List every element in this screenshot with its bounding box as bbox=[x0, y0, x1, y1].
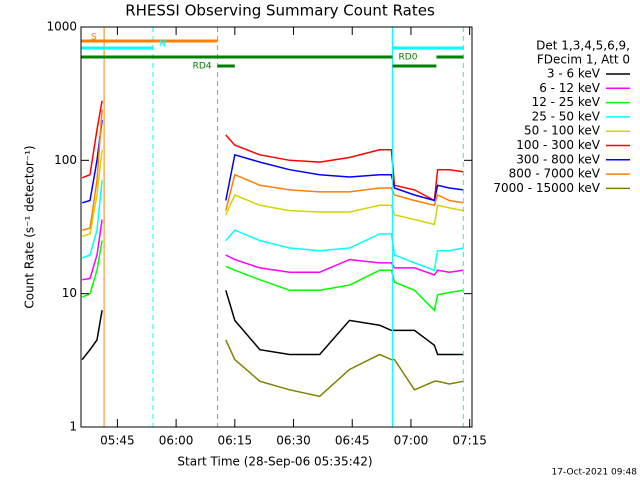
y-tick-label: 100 bbox=[54, 153, 77, 167]
x-tick-label: 06:00 bbox=[159, 434, 194, 448]
x-tick-label: 07:15 bbox=[452, 434, 487, 448]
legend-label: 12 - 25 keV bbox=[532, 95, 601, 109]
x-tick-label: 05:45 bbox=[100, 434, 135, 448]
legend-label: 7000 - 15000 keV bbox=[493, 181, 600, 195]
series-line bbox=[81, 149, 103, 237]
y-tick-label: 1 bbox=[69, 420, 77, 434]
flag-label: S bbox=[91, 33, 97, 43]
legend-header: Det 1,3,4,5,6,9, bbox=[536, 39, 630, 53]
footer: 17-Oct-2021 09:48 bbox=[552, 468, 638, 478]
plot-frame bbox=[80, 26, 473, 428]
series-line bbox=[225, 134, 464, 202]
series-line bbox=[81, 240, 103, 298]
y-axis-label: Count Rate (s⁻¹ detector⁻¹) bbox=[23, 145, 37, 308]
series-line bbox=[81, 100, 103, 179]
flag-label: RD0 bbox=[399, 53, 418, 63]
series-line bbox=[81, 180, 103, 259]
series-line bbox=[225, 173, 464, 211]
legend-label: 300 - 800 keV bbox=[516, 152, 600, 166]
series-line bbox=[225, 339, 464, 398]
series-line bbox=[82, 109, 103, 231]
legend-label: 800 - 7000 keV bbox=[509, 167, 601, 181]
x-tick-label: 06:30 bbox=[276, 434, 311, 448]
series-line bbox=[225, 265, 464, 312]
series-line bbox=[82, 219, 103, 281]
legend-label: 100 - 300 keV bbox=[516, 138, 600, 152]
x-tick-label: 06:45 bbox=[335, 434, 370, 448]
x-tick-label: 06:15 bbox=[218, 434, 253, 448]
series-line bbox=[225, 194, 464, 226]
series-line bbox=[225, 290, 464, 356]
series-line bbox=[225, 153, 464, 202]
series-line bbox=[225, 254, 464, 276]
legend-label: 50 - 100 keV bbox=[524, 124, 601, 138]
legend-label: 3 - 6 keV bbox=[547, 67, 601, 81]
legend-label: 25 - 50 keV bbox=[532, 109, 601, 123]
x-axis-label: Start Time (28-Sep-06 05:35:42) bbox=[177, 455, 372, 469]
y-tick-label: 1000 bbox=[46, 20, 77, 34]
flag-label: RD4 bbox=[193, 62, 212, 72]
legend-label: 6 - 12 keV bbox=[539, 81, 601, 95]
series-line bbox=[225, 229, 464, 272]
chart-title: RHESSI Observing Summary Count Rates bbox=[125, 2, 435, 20]
flag-label: N bbox=[159, 40, 166, 50]
legend-header: FDecim 1, Att 0 bbox=[537, 53, 630, 67]
y-tick-label: 10 bbox=[62, 286, 77, 300]
series-line bbox=[81, 310, 103, 361]
x-tick-label: 07:00 bbox=[394, 434, 429, 448]
